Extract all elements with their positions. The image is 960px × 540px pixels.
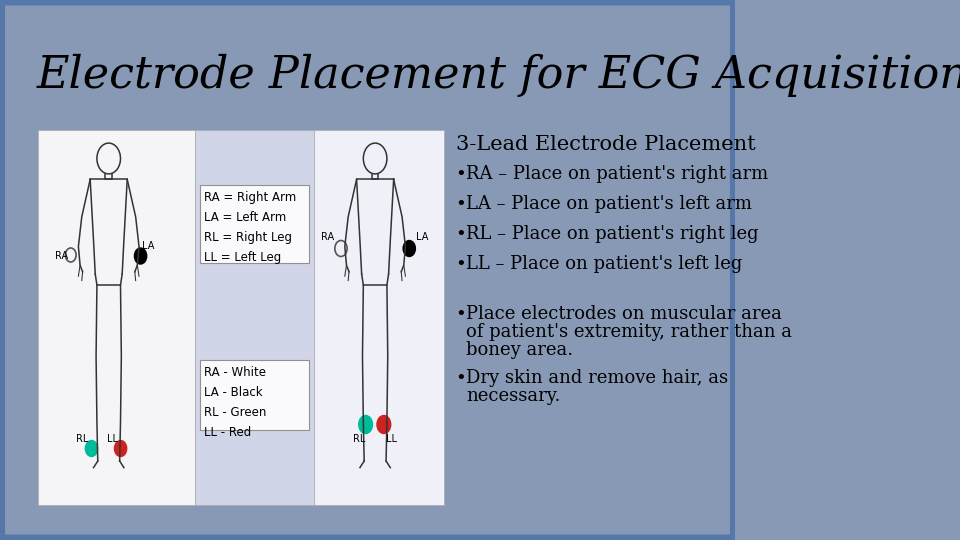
Circle shape: [85, 441, 98, 456]
Text: RA - White
LA - Black
RL - Green
LL - Red: RA - White LA - Black RL - Green LL - Re…: [204, 366, 267, 439]
FancyBboxPatch shape: [2, 2, 733, 538]
Circle shape: [403, 240, 416, 256]
Text: RA: RA: [322, 232, 334, 241]
Text: •: •: [455, 305, 467, 323]
Text: •: •: [455, 225, 467, 243]
Text: LL: LL: [386, 434, 397, 443]
Bar: [38, 130, 195, 505]
Bar: [314, 130, 444, 505]
Text: RL: RL: [353, 434, 366, 443]
Text: necessary.: necessary.: [467, 387, 561, 405]
Text: RA – Place on patient's right arm: RA – Place on patient's right arm: [467, 165, 768, 183]
Text: RL: RL: [76, 434, 88, 443]
Text: of patient's extremity, rather than a: of patient's extremity, rather than a: [467, 323, 792, 341]
Circle shape: [359, 415, 372, 434]
Text: RA = Right Arm
LA = Left Arm
RL = Right Leg
LL = Left Leg: RA = Right Arm LA = Left Arm RL = Right …: [204, 191, 297, 264]
Bar: [200, 185, 309, 263]
Text: 3-Lead Electrode Placement: 3-Lead Electrode Placement: [455, 135, 756, 154]
Text: LL – Place on patient's left leg: LL – Place on patient's left leg: [467, 255, 743, 273]
Text: LA: LA: [416, 232, 428, 241]
Text: •: •: [455, 165, 467, 183]
Text: •: •: [455, 195, 467, 213]
Circle shape: [134, 248, 147, 264]
Bar: [195, 130, 314, 505]
Text: RL – Place on patient's right leg: RL – Place on patient's right leg: [467, 225, 758, 243]
Text: •: •: [455, 255, 467, 273]
Text: Electrode Placement for ECG Acquisition: Electrode Placement for ECG Acquisition: [36, 53, 960, 97]
Text: Dry skin and remove hair, as: Dry skin and remove hair, as: [467, 369, 729, 387]
Circle shape: [114, 441, 127, 456]
Circle shape: [377, 415, 391, 434]
Text: •: •: [455, 369, 467, 387]
Text: RA: RA: [55, 251, 68, 261]
Text: LL: LL: [108, 434, 118, 443]
Bar: [200, 360, 309, 430]
Text: LA – Place on patient's left arm: LA – Place on patient's left arm: [467, 195, 753, 213]
Text: boney area.: boney area.: [467, 341, 573, 359]
Text: Place electrodes on muscular area: Place electrodes on muscular area: [467, 305, 782, 323]
Text: LA: LA: [142, 241, 155, 251]
